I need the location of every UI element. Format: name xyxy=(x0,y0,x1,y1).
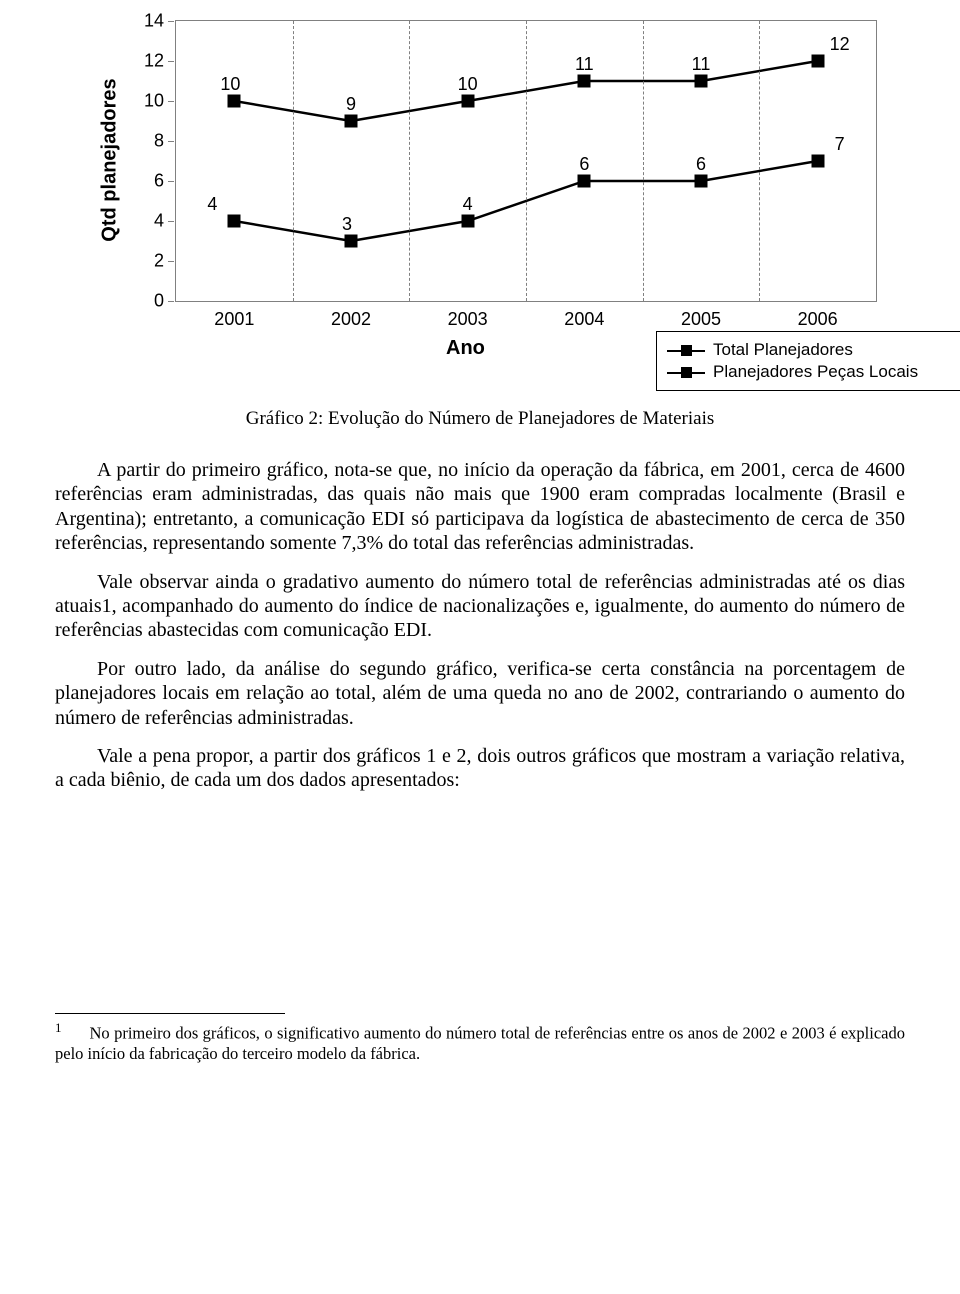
square-marker-icon xyxy=(667,365,705,379)
y-tick-label: 0 xyxy=(154,291,164,312)
x-tick-label: 2005 xyxy=(681,309,721,330)
data-label: 4 xyxy=(207,194,217,215)
legend-item: Total Planejadores xyxy=(667,340,960,360)
y-tick-label: 2 xyxy=(154,251,164,272)
data-label: 9 xyxy=(346,94,356,115)
data-marker xyxy=(228,215,241,228)
y-tick-label: 14 xyxy=(144,11,164,32)
legend-label: Total Planejadores xyxy=(713,340,853,360)
data-label: 6 xyxy=(579,154,589,175)
x-gridline xyxy=(526,21,527,301)
data-label: 3 xyxy=(342,214,352,235)
y-tick xyxy=(168,221,174,222)
x-tick-label: 2001 xyxy=(214,309,254,330)
data-label: 6 xyxy=(696,154,706,175)
chart-legend: Total Planejadores Planejadores Peças Lo… xyxy=(656,331,960,391)
data-marker xyxy=(461,215,474,228)
legend-item: Planejadores Peças Locais xyxy=(667,362,960,382)
data-marker xyxy=(461,95,474,108)
footnote-number: 1 xyxy=(55,1020,62,1035)
data-label: 10 xyxy=(220,74,240,95)
body-paragraph: Vale a pena propor, a partir dos gráfico… xyxy=(55,744,905,793)
y-axis-label: Qtd planejadores xyxy=(99,78,122,241)
x-gridline xyxy=(759,21,760,301)
x-tick-label: 2004 xyxy=(564,309,604,330)
body-paragraph: Por outro lado, da análise do segundo gr… xyxy=(55,657,905,730)
y-tick-label: 8 xyxy=(154,131,164,152)
x-gridline xyxy=(643,21,644,301)
footnote-text: No primeiro dos gráficos, o significativ… xyxy=(55,1023,905,1063)
data-marker xyxy=(695,175,708,188)
data-marker xyxy=(695,75,708,88)
data-label: 4 xyxy=(463,194,473,215)
y-tick xyxy=(168,101,174,102)
data-marker xyxy=(345,115,358,128)
x-tick-label: 2003 xyxy=(448,309,488,330)
footnote-divider xyxy=(55,1013,285,1014)
data-marker xyxy=(578,75,591,88)
data-label: 11 xyxy=(692,54,711,75)
x-gridline xyxy=(409,21,410,301)
x-gridline xyxy=(293,21,294,301)
square-marker-icon xyxy=(667,343,705,357)
data-marker xyxy=(811,55,824,68)
plot-area: Ano Total Planejadores Planejadores Peça… xyxy=(175,20,877,302)
line-chart: Qtd planejadores Ano Total Planejadores … xyxy=(85,10,905,390)
data-label: 7 xyxy=(835,134,845,155)
chart-caption: Gráfico 2: Evolução do Número de Planeja… xyxy=(55,408,905,430)
y-tick-label: 4 xyxy=(154,211,164,232)
y-tick xyxy=(168,181,174,182)
body-paragraph: A partir do primeiro gráfico, nota-se qu… xyxy=(55,458,905,556)
body-paragraph: Vale observar ainda o gradativo aumento … xyxy=(55,570,905,643)
data-marker xyxy=(228,95,241,108)
x-tick-label: 2002 xyxy=(331,309,371,330)
legend-label: Planejadores Peças Locais xyxy=(713,362,918,382)
y-tick xyxy=(168,301,174,302)
y-tick-label: 12 xyxy=(144,51,164,72)
y-tick xyxy=(168,261,174,262)
x-axis-title: Ano xyxy=(446,337,485,360)
y-tick xyxy=(168,61,174,62)
data-marker xyxy=(578,175,591,188)
x-tick-label: 2006 xyxy=(798,309,838,330)
data-marker xyxy=(811,155,824,168)
chart-container: Qtd planejadores Ano Total Planejadores … xyxy=(85,10,905,390)
y-tick-label: 6 xyxy=(154,171,164,192)
footnote: 1No primeiro dos gráficos, o significati… xyxy=(55,1020,905,1065)
data-label: 11 xyxy=(575,54,594,75)
y-tick-label: 10 xyxy=(144,91,164,112)
y-tick xyxy=(168,21,174,22)
data-label: 10 xyxy=(458,74,478,95)
y-tick xyxy=(168,141,174,142)
data-label: 12 xyxy=(830,34,850,55)
data-marker xyxy=(345,235,358,248)
